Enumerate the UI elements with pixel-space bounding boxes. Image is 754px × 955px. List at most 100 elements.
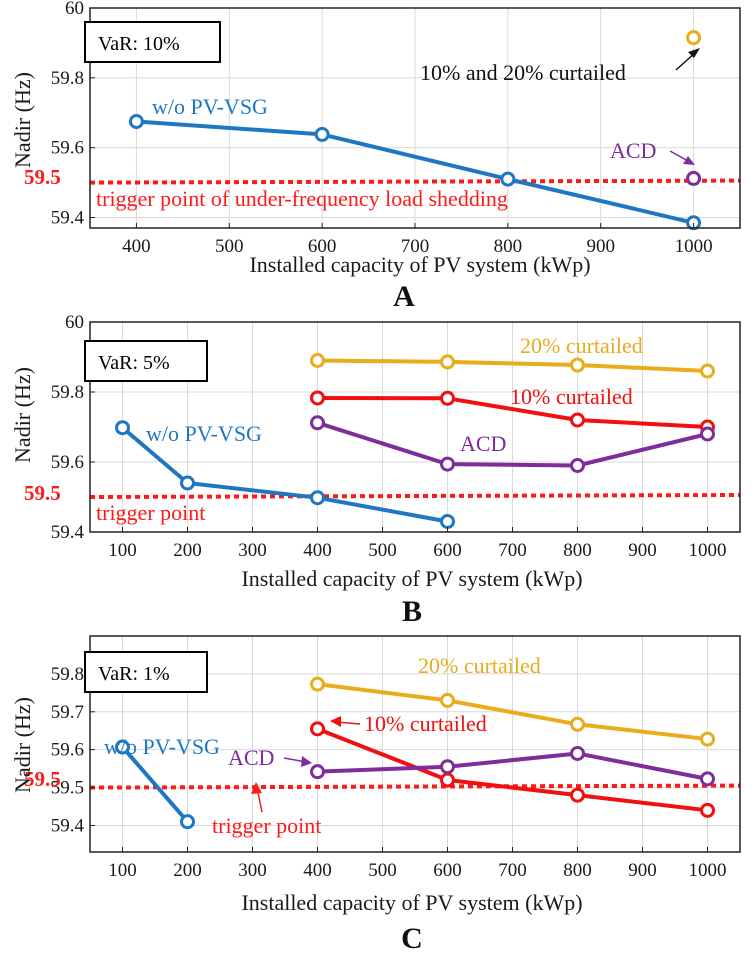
panel-b-x-tick-800: 800 xyxy=(563,540,592,561)
panel-a-threshold-value-label: 59.5 xyxy=(24,165,61,189)
panel-b-threshold-dotted-line xyxy=(89,493,741,499)
panel-c-series-1-point-800 xyxy=(570,716,585,732)
panel-c-series-3-point-600 xyxy=(440,759,455,775)
panel-c-threshold-dotted-line xyxy=(89,783,741,790)
panel-a-threshold-text: trigger point of under-frequency load sh… xyxy=(96,186,508,211)
panel-a-series-0-line xyxy=(136,119,695,225)
panel-a-xlabel: Installed capacity of PV system (kWp) xyxy=(249,252,590,277)
panel-c-ylabel: Nadir (Hz) xyxy=(10,697,35,793)
panel-a-y-tick-59.6: 59.6 xyxy=(51,138,84,159)
panel-a-series-1-point-1000 xyxy=(686,30,702,46)
panel-c-series-2-point-1000 xyxy=(700,802,715,818)
panel-c-y-tick-59.8: 59.8 xyxy=(51,664,84,685)
panel-c-threshold-value-label: 59.5 xyxy=(24,767,61,791)
panel-c-var-label: VaR: 1% xyxy=(98,663,170,685)
panel-b-series-0-line xyxy=(121,426,448,524)
panel-a-y-ticks: 59.4 59.6 59.8 60 xyxy=(51,0,95,229)
panel-b-x-tick-1000: 1000 xyxy=(689,540,727,561)
panel-b-var-label: VaR: 5% xyxy=(98,352,170,374)
panel-c-letter: C xyxy=(401,922,423,955)
panel-c-series-1-line xyxy=(317,682,708,742)
panel-b-series xyxy=(115,353,715,529)
panel-a-var-label: VaR: 10% xyxy=(98,33,180,55)
panel-b-var-box xyxy=(84,340,208,382)
panel-c-x-tick-900: 900 xyxy=(628,860,657,881)
panel-c-threshold-line xyxy=(89,783,741,790)
panel-b-x-tick-200: 200 xyxy=(173,540,202,561)
panel-b-series-2-point-400 xyxy=(310,390,325,406)
panel-c-series-0-line xyxy=(120,745,190,823)
panel-c-y-ticks: 59.4 59.5 59.6 59.7 59.8 xyxy=(51,664,95,836)
panel-c-threshold-text: trigger point xyxy=(212,813,321,838)
panel-c-label-10pct: 10% curtailed xyxy=(364,711,487,736)
panel-c-y-tick-59.4: 59.4 xyxy=(51,815,85,836)
panel-b-letter: B xyxy=(402,595,422,628)
panel-a-label-curtailed: 10% and 20% curtailed xyxy=(420,60,626,85)
panel-b-x-tick-700: 700 xyxy=(498,540,527,561)
panel-c-x-tick-800: 800 xyxy=(563,860,592,881)
panel-a-x-tick-500: 500 xyxy=(215,236,244,257)
panel-b-series-3-point-600 xyxy=(440,456,455,472)
panel-b-xlabel: Installed capacity of PV system (kWp) xyxy=(241,566,582,591)
panel-b-series-1-line xyxy=(317,358,708,373)
panel-a-threshold-line xyxy=(89,178,741,185)
panel-b-series-3-point-1000 xyxy=(700,426,715,442)
panel-a-x-tick-800: 800 xyxy=(494,236,523,257)
panel-b-series-3-point-800 xyxy=(570,458,585,473)
panel-c-x-tick-200: 200 xyxy=(173,860,202,881)
panel-c-xlabel: Installed capacity of PV system (kWp) xyxy=(241,890,582,915)
panel-c-series-1-point-1000 xyxy=(700,731,715,747)
panel-b-x-tick-300: 300 xyxy=(238,540,267,561)
panel-b-x-tick-600: 600 xyxy=(433,540,462,561)
panel-c-y-tick-59.5: 59.5 xyxy=(51,778,84,799)
panel-c-x-tick-600: 600 xyxy=(433,860,462,881)
panel-c-x-tick-400: 400 xyxy=(303,860,332,881)
panel-c-series-3-point-400 xyxy=(310,764,325,780)
panel-a-threshold-dotted-line xyxy=(89,178,741,185)
panel-b-series-1-point-800 xyxy=(570,357,585,373)
panel-c-series-2-point-800 xyxy=(570,787,585,803)
panel-c-acd-arrowhead xyxy=(301,756,312,767)
panel-c-series-2-line xyxy=(316,726,708,813)
panel-c-var-box xyxy=(84,651,208,693)
panel-a-y-tick-59.8: 59.8 xyxy=(51,68,84,89)
panel-b-series-0-point-400 xyxy=(310,490,325,506)
panel-b-label-10pct: 10% curtailed xyxy=(510,384,633,409)
panel-c-series-0-point-200 xyxy=(180,814,195,830)
panel-b-x-tick-400: 400 xyxy=(303,540,332,561)
panel-c-x-tick-700: 700 xyxy=(498,860,527,881)
panel-c-series-1-point-400 xyxy=(310,676,325,692)
panel-b-threshold-line xyxy=(89,493,741,499)
panel-b-x-ticks: 100 200 300 400 500 600 700 800 900 1000 xyxy=(108,527,727,561)
panel-b-y-tick-59.4: 59.4 xyxy=(51,522,85,543)
panel-b-y-tick-59.8: 59.8 xyxy=(51,382,84,403)
panel-b-series-0-point-100 xyxy=(115,420,130,436)
panel-a-ylabel: Nadir (Hz) xyxy=(10,72,35,168)
panel-a-x-tick-700: 700 xyxy=(401,236,430,257)
panel-b-series-0-point-600 xyxy=(440,514,455,529)
panel-b-label-20pct: 20% curtailed xyxy=(520,333,643,358)
panel-b-y-tick-59.6: 59.6 xyxy=(51,452,84,473)
panel-a-x-tick-1000: 1000 xyxy=(675,236,713,257)
panel-c-y-tick-59.7: 59.7 xyxy=(51,702,84,723)
panel-b-series-1-point-1000 xyxy=(700,363,715,379)
panel-a-x-tick-400: 400 xyxy=(122,236,151,257)
panel-b-x-tick-500: 500 xyxy=(368,540,397,561)
panel-a-curtailed-arrowhead xyxy=(688,48,700,58)
panel-c-frame xyxy=(89,635,741,853)
panel-c-series-2-point-600 xyxy=(440,772,455,788)
panel-c-10pct-arrowhead xyxy=(330,716,341,727)
panel-b-label-acd: ACD xyxy=(460,431,506,456)
panel-c-series-1-point-600 xyxy=(440,692,455,708)
panel-c-x-tick-100: 100 xyxy=(108,860,137,881)
panel-a-series xyxy=(128,30,702,231)
panel-b-x-tick-100: 100 xyxy=(108,540,137,561)
panel-a-series-0-point-800 xyxy=(500,171,516,187)
panel-b-frame xyxy=(89,321,741,533)
panel-a-series-2-point-1000 xyxy=(686,170,702,186)
panel-c-series-3-line xyxy=(317,751,708,781)
panel-a-series-0-point-400 xyxy=(128,113,144,129)
panel-a-label-acd: ACD xyxy=(610,138,656,163)
panel-b-series-2-point-600 xyxy=(440,390,455,406)
